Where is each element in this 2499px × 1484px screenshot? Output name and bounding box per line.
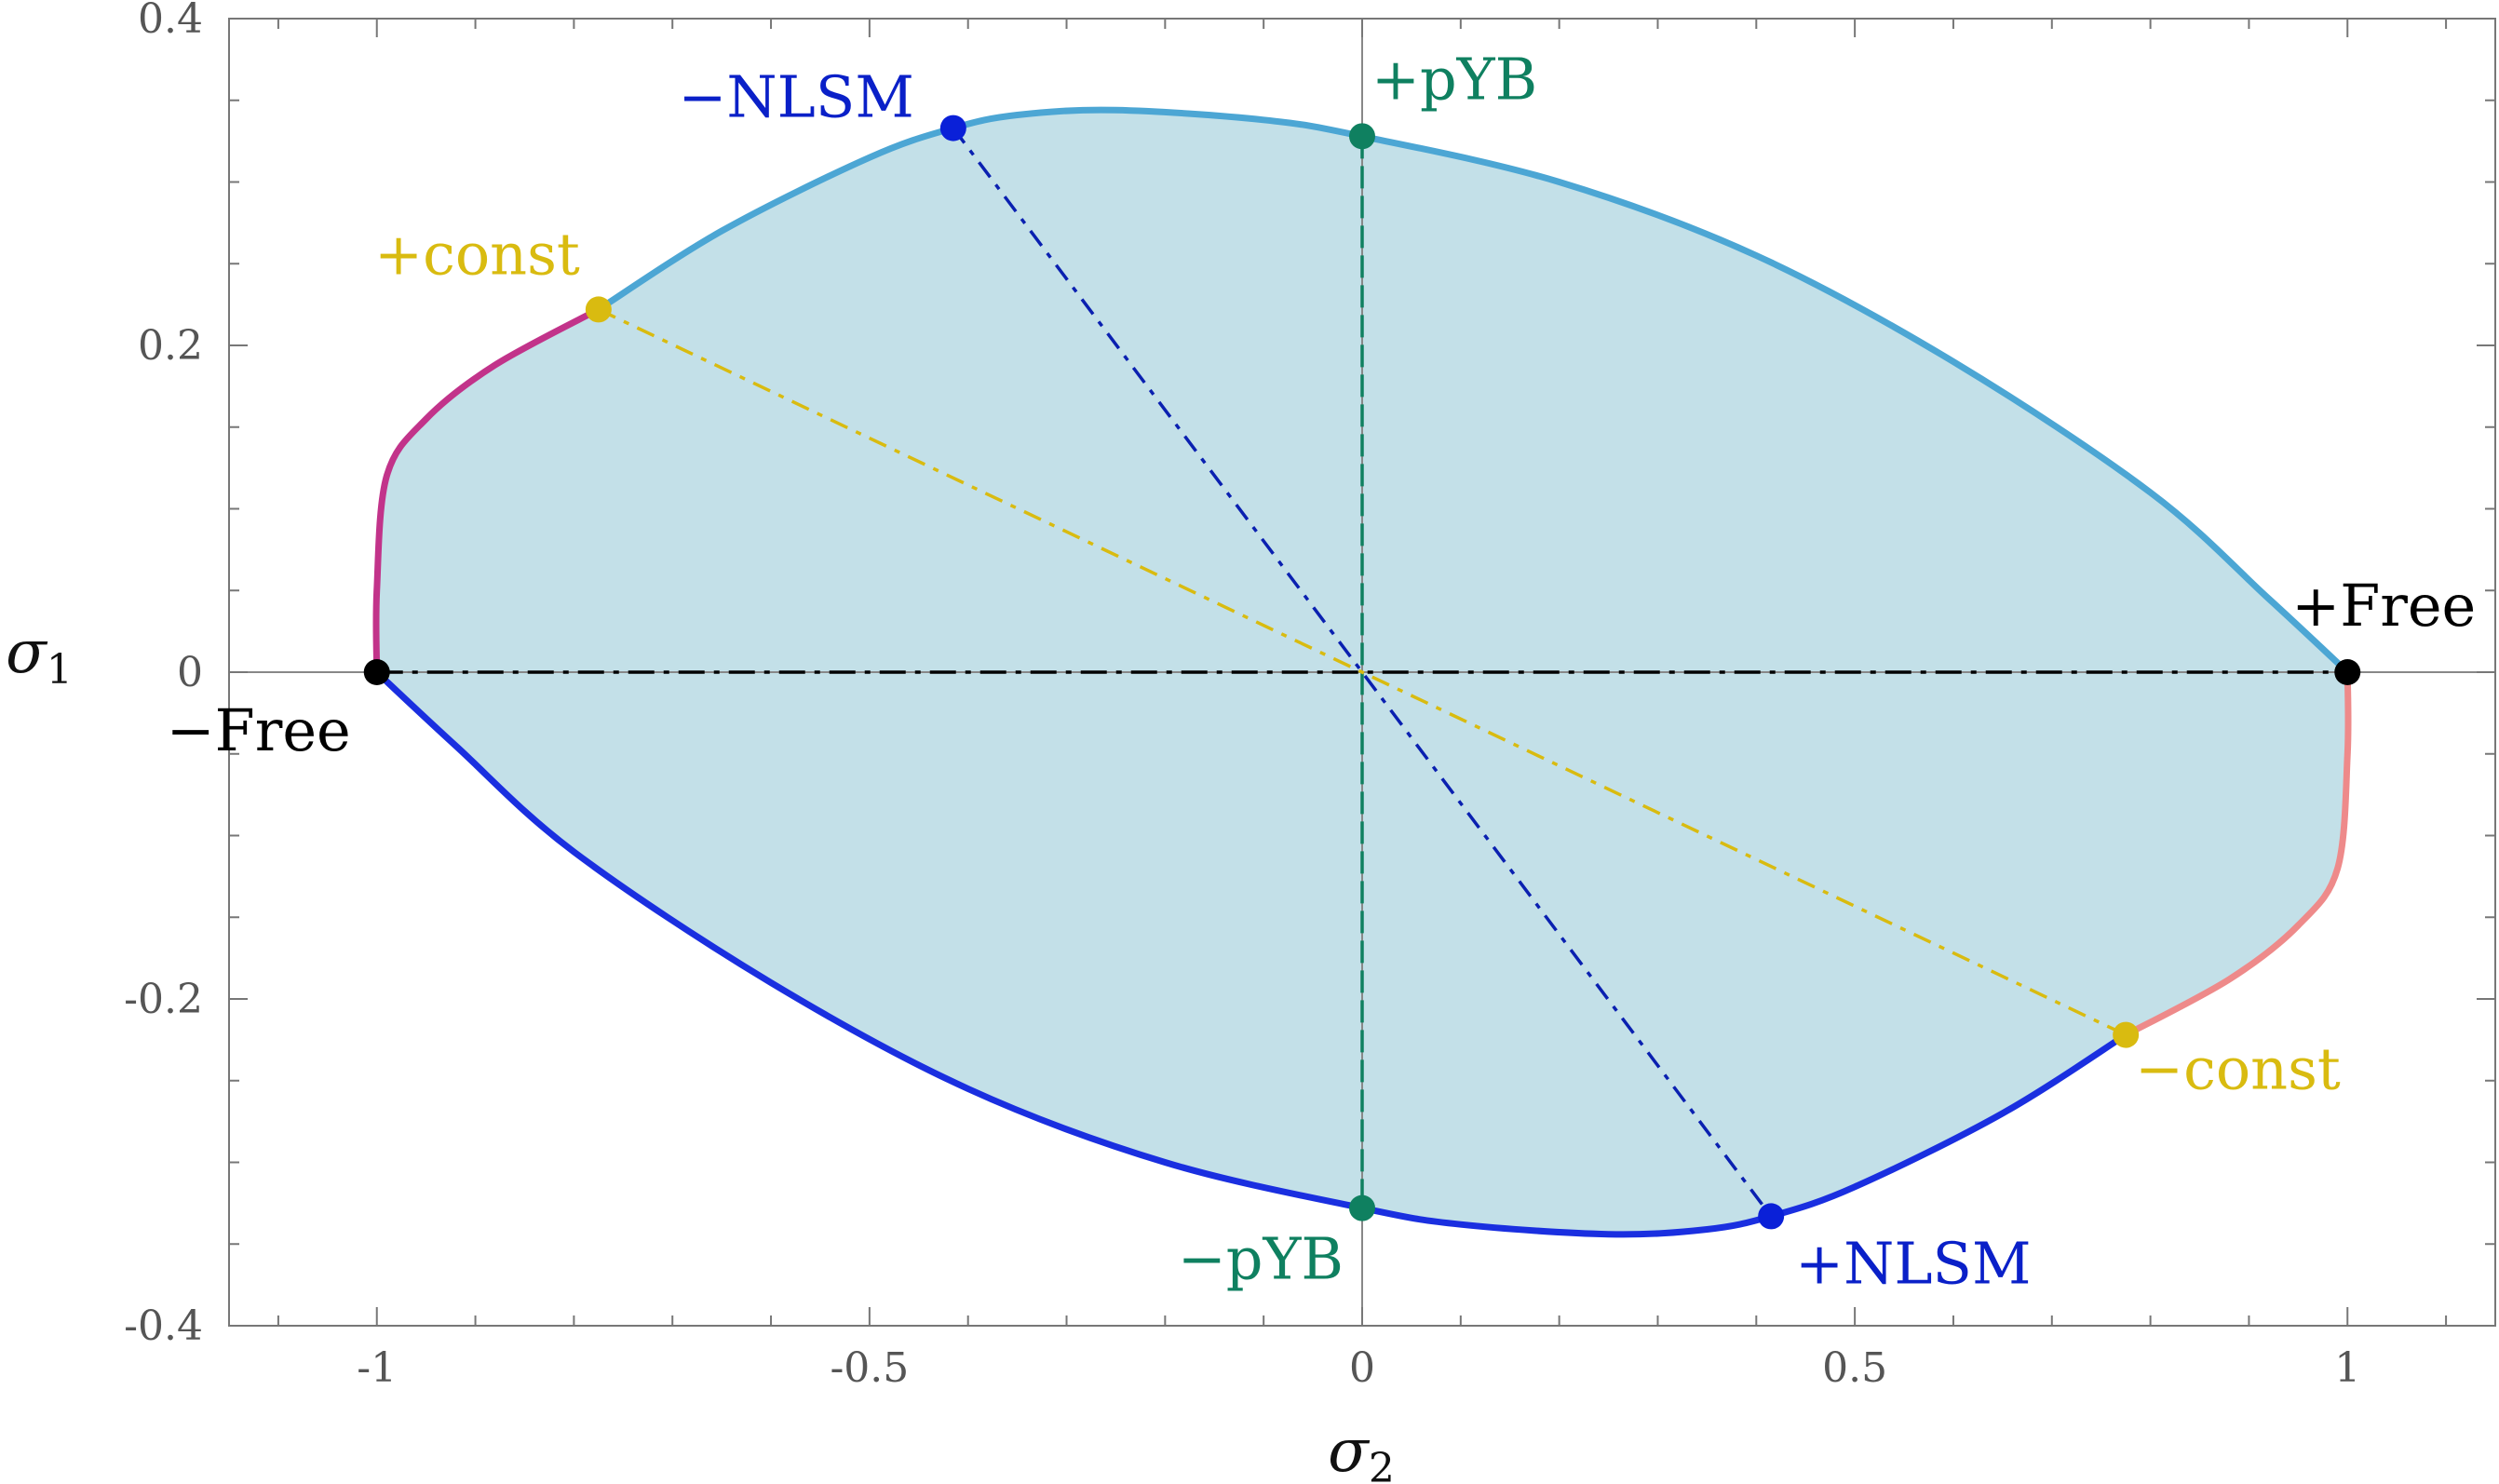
y-tick-label: -0.4 (124, 1302, 203, 1350)
x-tick-label: 0 (1349, 1344, 1375, 1392)
point-marker (1349, 123, 1375, 150)
x-tick-label: -0.5 (830, 1344, 909, 1392)
diameter-line (598, 307, 2127, 1037)
y-tick-label: -0.2 (124, 976, 203, 1023)
point-label: −pYB (1178, 1225, 1344, 1293)
diameter-line (952, 127, 1773, 1218)
point-marker (1349, 1194, 1375, 1221)
point-marker (939, 115, 966, 142)
point-label: −NLSM (678, 63, 913, 131)
boundary-curves (372, 106, 2352, 1238)
point-label: +NLSM (1795, 1229, 2031, 1297)
y-tick-label: 0 (177, 649, 203, 696)
point-label: +Free (2291, 572, 2476, 640)
point-marker (363, 659, 390, 685)
x-tick-label: 1 (2334, 1344, 2360, 1392)
boundary-curve (373, 668, 2129, 1238)
point-marker (585, 296, 612, 323)
boundary-curve (372, 305, 602, 676)
x-axis-title: σ2 (1328, 1417, 1395, 1484)
point-label: −const (2135, 1035, 2341, 1103)
y-tick-label: 0.4 (138, 0, 203, 43)
y-axis-title: σ1 (6, 618, 73, 694)
x-tick-label: 0.5 (1822, 1344, 1887, 1392)
point-label: −Free (167, 696, 351, 764)
marked-points: −Free +Free −NLSM +NLSM +pYB −pYB +const −const (167, 45, 2477, 1297)
point-marker (2334, 659, 2361, 685)
x-tick-label: -1 (357, 1344, 397, 1392)
point-label: +pYB (1371, 45, 1537, 113)
point-marker (2113, 1021, 2140, 1048)
point-label: +const (374, 220, 580, 288)
boundary-curve (2122, 668, 2352, 1039)
tick-labels: -1 -0.5 0 0.5 1 -0.4 -0.2 0 0.2 0.4 (124, 0, 2360, 1392)
y-tick-label: 0.2 (138, 322, 203, 370)
diameter-lines (376, 127, 2348, 1218)
point-marker (1758, 1203, 1785, 1230)
boundary-curve (595, 106, 2351, 676)
